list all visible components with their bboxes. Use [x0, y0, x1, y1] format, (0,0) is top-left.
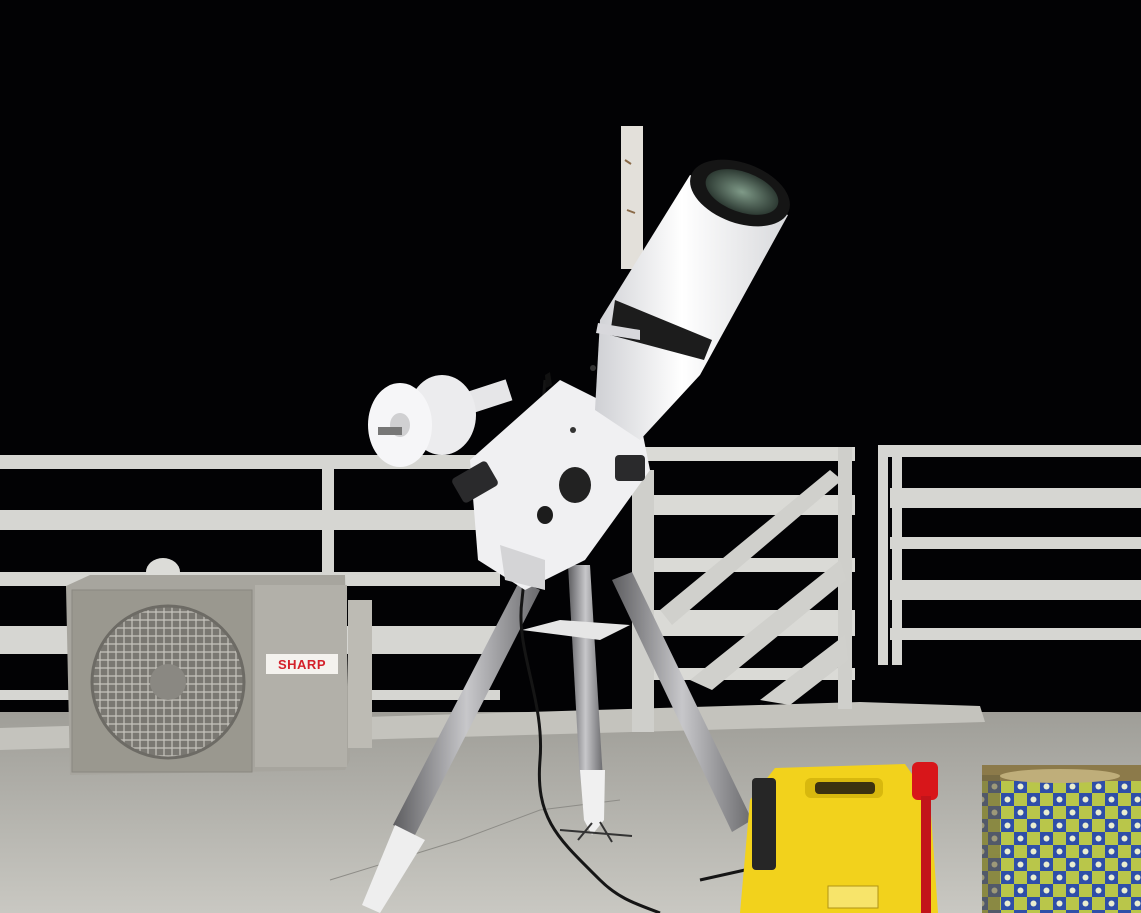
railing-right: [878, 445, 1141, 665]
red-clamp: [912, 762, 938, 913]
equatorial-mount: [452, 365, 650, 590]
air-conditioner-unit: SHARP: [66, 558, 372, 775]
brand-label: SHARP: [278, 657, 326, 672]
counterweight: [368, 375, 513, 467]
accessory-tray: [522, 620, 630, 640]
tripod: [362, 565, 752, 913]
brand-plate: [266, 654, 338, 674]
railing-gate: [632, 447, 855, 732]
tripod-leg-left: [393, 580, 540, 835]
tripod-leg-right: [612, 572, 752, 832]
tin-can: [982, 765, 1141, 913]
objective-lens: [705, 169, 779, 215]
tripod-leg-center: [568, 565, 603, 780]
telescope-tube: [595, 159, 790, 440]
portable-power-tank: [740, 764, 938, 913]
post: [621, 126, 643, 269]
